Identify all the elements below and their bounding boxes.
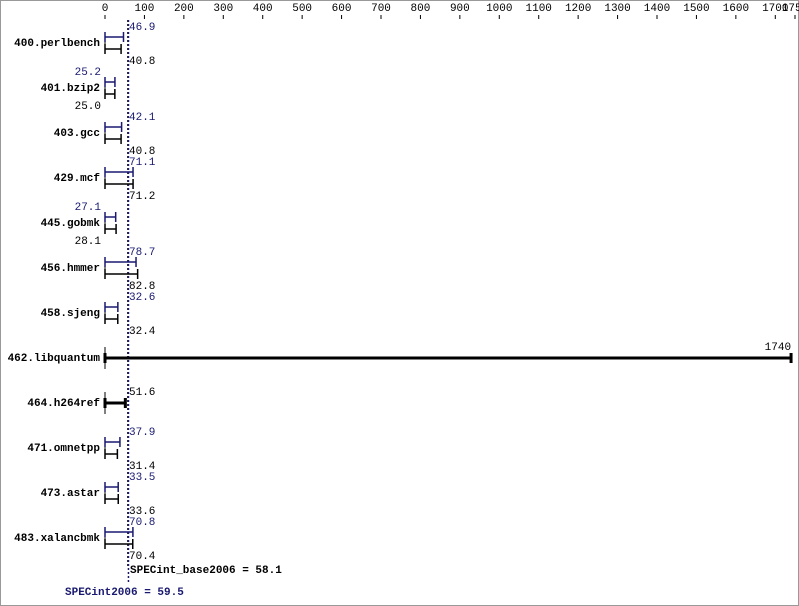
category-label: 400.perlbench [14, 38, 100, 50]
value-label: 33.6 [129, 506, 155, 518]
x-tick-label: 700 [371, 3, 391, 15]
bar [104, 269, 139, 279]
value-label: 33.5 [129, 472, 155, 484]
bar [104, 89, 116, 99]
value-label: 25.0 [75, 101, 101, 113]
value-label: 37.9 [129, 427, 155, 439]
bar [104, 167, 134, 177]
bar [104, 302, 119, 312]
x-tick-label: 1500 [683, 3, 709, 15]
x-tick-label: 500 [292, 3, 312, 15]
category-label: 464.h264ref [27, 398, 100, 410]
value-label: 40.8 [129, 146, 155, 158]
category-label: 401.bzip2 [41, 83, 100, 95]
category-label: 458.sjeng [41, 308, 100, 320]
bar [104, 527, 134, 537]
value-label: 27.1 [75, 202, 102, 214]
value-label: 40.8 [129, 56, 155, 68]
x-tick-label: 600 [332, 3, 352, 15]
value-label: 31.4 [129, 461, 156, 473]
bar [104, 179, 134, 189]
x-tick-label: 1200 [565, 3, 591, 15]
value-label: 51.6 [129, 387, 155, 399]
value-label: 70.8 [129, 517, 155, 529]
bar [104, 212, 117, 222]
value-label: 71.1 [129, 157, 156, 169]
x-tick-label: 0 [102, 3, 109, 15]
bar [104, 314, 119, 324]
value-label: 42.1 [129, 112, 156, 124]
bar [104, 122, 123, 132]
value-label: 78.7 [129, 247, 155, 259]
bar [104, 257, 137, 267]
category-label: 403.gcc [54, 128, 100, 140]
category-label: 471.omnetpp [27, 443, 100, 455]
value-label: 70.4 [129, 551, 156, 563]
bar [104, 77, 116, 87]
bar [104, 482, 119, 492]
value-label: 25.2 [75, 67, 101, 79]
x-tick-label: 1300 [604, 3, 630, 15]
x-tick-label: 1600 [723, 3, 749, 15]
x-tick-label: 1000 [486, 3, 512, 15]
value-label: 71.2 [129, 191, 155, 203]
x-tick-label: 100 [135, 3, 155, 15]
category-label: 462.libquantum [8, 353, 101, 365]
x-tick-label: 800 [411, 3, 431, 15]
bar [103, 353, 793, 363]
value-label: 46.9 [129, 22, 155, 34]
category-label: 456.hmmer [41, 263, 100, 275]
value-label: 32.6 [129, 292, 155, 304]
bar [104, 494, 119, 504]
x-tick-label: 200 [174, 3, 194, 15]
x-tick-label: 1400 [644, 3, 670, 15]
x-tick-label: 1700 [762, 3, 788, 15]
value-label: 28.1 [75, 236, 102, 248]
bar [104, 437, 121, 447]
x-tick-label: 1750 [782, 3, 799, 15]
category-label: 429.mcf [54, 173, 101, 185]
x-tick-label: 1100 [526, 3, 552, 15]
category-label: 473.astar [41, 488, 100, 500]
category-label: 445.gobmk [41, 218, 101, 230]
value-label: 1740 [765, 342, 791, 354]
bar [103, 398, 127, 408]
bar [104, 449, 119, 459]
value-label: 82.8 [129, 281, 155, 293]
x-tick-label: 300 [213, 3, 233, 15]
reference-label: SPECint_base2006 = 58.1 [130, 565, 282, 577]
bar [104, 539, 134, 549]
bar [104, 224, 117, 234]
bar [104, 134, 122, 144]
x-tick-label: 900 [450, 3, 470, 15]
reference-label: SPECint2006 = 59.5 [65, 587, 184, 599]
bar [104, 32, 125, 42]
value-label: 32.4 [129, 326, 156, 338]
x-tick-label: 400 [253, 3, 273, 15]
bar [104, 44, 122, 54]
category-label: 483.xalancbmk [14, 533, 100, 545]
